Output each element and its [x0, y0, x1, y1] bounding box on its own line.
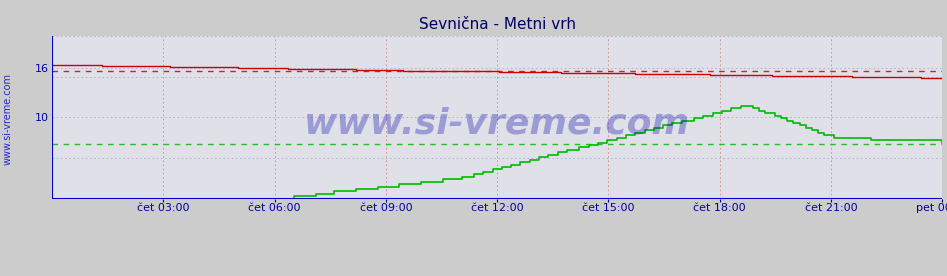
- Text: www.si-vreme.com: www.si-vreme.com: [304, 107, 690, 141]
- Text: www.si-vreme.com: www.si-vreme.com: [3, 73, 12, 165]
- Title: Sevnična - Metni vrh: Sevnična - Metni vrh: [419, 17, 576, 32]
